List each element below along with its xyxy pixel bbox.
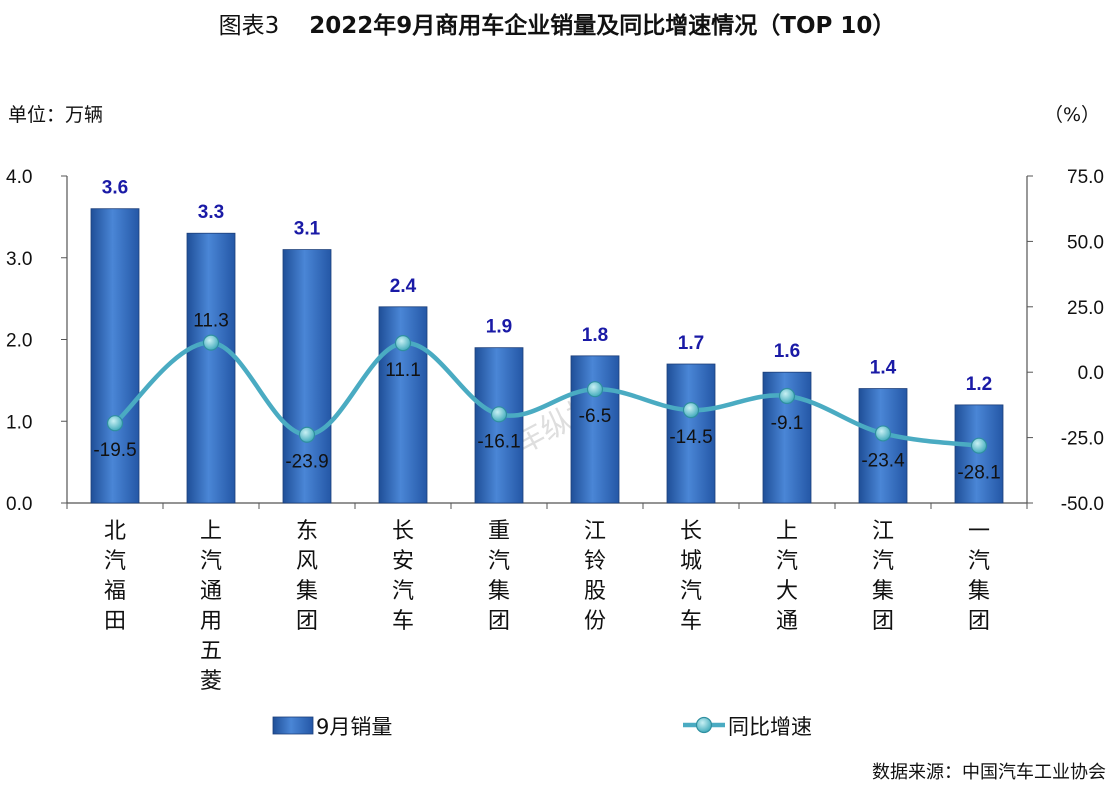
growth-point [778, 387, 796, 405]
category-label: 东风集团 [296, 519, 318, 634]
category-label: 重汽集团 [488, 519, 510, 634]
left-tick-label: 2.0 [6, 331, 32, 352]
bar [954, 404, 1004, 504]
bar-value-label: 1.8 [582, 325, 608, 346]
category-label: 江铃股份 [584, 519, 606, 634]
category-label: 上汽通用五菱 [200, 519, 222, 694]
legend-bar-swatch [272, 716, 314, 735]
bar [282, 249, 332, 504]
category-label: 江汽集团 [872, 519, 894, 634]
legend: 9月销量 同比增速 [272, 715, 812, 739]
category-label: 长城汽车 [680, 519, 702, 634]
left-axis-unit: 单位：万辆 [8, 104, 104, 126]
growth-value-label: -23.9 [285, 452, 328, 473]
growth-value-label: 11.3 [193, 311, 229, 332]
category-label: 上汽大通 [776, 519, 798, 634]
growth-point [106, 415, 124, 432]
axes: 0.0 1.0 2.0 3.0 4.0 -50.0 -25.0 0.0 25.0 50.0 75.0… [6, 167, 1104, 694]
left-tick-label: 4.0 [6, 167, 32, 188]
right-tick-label: 25.0 [1067, 298, 1104, 319]
category-label: 长安汽车 [392, 519, 414, 634]
category-label: 一汽集团 [968, 519, 990, 634]
bar [186, 232, 236, 504]
bar-value-label: 1.6 [774, 341, 800, 362]
bar-value-label: 3.6 [102, 178, 128, 199]
growth-value-label: -6.5 [579, 406, 612, 427]
bar-value-label: 1.2 [966, 374, 992, 395]
bar [570, 355, 620, 504]
source-note: 数据来源：中国汽车工业协会 [872, 762, 1106, 783]
bar-value-label: 1.9 [486, 317, 512, 338]
chart-title: 图表3 2022年9月商用车企业销量及同比增速情况（TOP 10） [0, 6, 1114, 40]
right-tick-label: -50.0 [1061, 494, 1104, 515]
legend-line-label: 同比增速 [728, 715, 812, 739]
category-label: 北汽福田 [104, 519, 126, 634]
right-tick-label: 50.0 [1067, 232, 1104, 253]
growth-point [490, 406, 508, 423]
bar [90, 208, 140, 504]
left-tick-label: 1.0 [6, 412, 32, 433]
growth-point [394, 335, 412, 352]
bar-value-label: 3.3 [198, 202, 224, 223]
growth-value-label: -16.1 [477, 431, 520, 452]
bar [858, 388, 908, 504]
growth-line-path [112, 340, 982, 448]
growth-point [298, 426, 316, 443]
bar [474, 347, 524, 504]
bar-value-label: 1.7 [678, 333, 704, 354]
right-axis-unit: （%） [1043, 104, 1100, 126]
legend-bar-label: 9月销量 [316, 715, 392, 739]
right-tick-label: 0.0 [1078, 363, 1104, 384]
bar-value-label: 1.4 [870, 358, 897, 379]
growth-point [874, 425, 892, 442]
growth-value-label: -14.5 [669, 427, 712, 448]
bar-value-label: 2.4 [390, 276, 417, 297]
growth-point [586, 381, 604, 398]
growth-line: -19.5 11.3 -23.9 11.1 -16.1 -6.5 -14.5 -9.1 -23.… [93, 311, 1000, 484]
chart-title-prefix: 图表3 [218, 13, 280, 39]
growth-point [682, 402, 700, 419]
left-tick-label: 3.0 [6, 249, 32, 270]
right-tick-label: 75.0 [1067, 167, 1104, 188]
growth-value-label: -23.4 [861, 450, 905, 471]
bars: 3.6 3.3 3.1 2.4 1.9 1.8 1.7 1.6 1.4 1.2 [90, 178, 1004, 504]
growth-value-label: 11.1 [385, 360, 421, 381]
growth-value-label: -9.1 [771, 413, 804, 434]
chart-title-main: 2022年9月商用车企业销量及同比增速情况（TOP 10） [309, 13, 896, 39]
growth-value-label: -28.1 [957, 463, 1000, 484]
growth-point [970, 437, 988, 454]
right-tick-label: -25.0 [1061, 429, 1104, 450]
bar-value-label: 3.1 [294, 219, 321, 240]
legend-line-marker [695, 716, 713, 734]
growth-value-label: -19.5 [93, 440, 136, 461]
growth-point [202, 334, 220, 351]
left-tick-label: 0.0 [6, 494, 32, 515]
bar [666, 363, 716, 504]
